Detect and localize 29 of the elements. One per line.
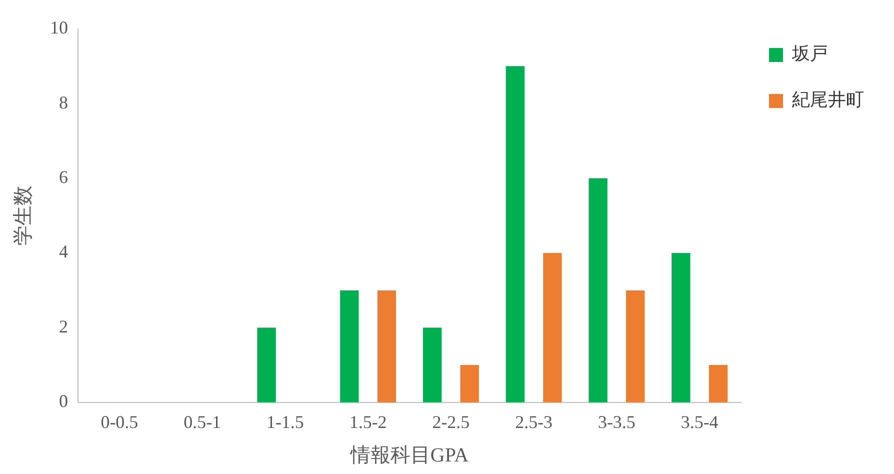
y-tick-label: 2 <box>59 316 68 336</box>
bar <box>672 252 690 402</box>
x-tick-label: 0.5-1 <box>184 412 222 432</box>
y-tick-label: 10 <box>50 18 68 38</box>
bar <box>588 178 608 402</box>
x-tick-label: 3-3.5 <box>598 412 636 432</box>
y-axis-title: 学生数 <box>12 186 34 246</box>
y-tick-label: 8 <box>59 92 68 112</box>
x-tick-label: 3.5-4 <box>680 412 718 432</box>
y-tick-label: 6 <box>59 166 68 187</box>
x-tick-label: 1-1.5 <box>266 412 304 432</box>
bar <box>340 290 359 402</box>
x-tick-label: 2.5-3 <box>515 412 553 432</box>
x-axis-title: 情報科目GPA <box>349 444 470 466</box>
legend-label: 紀尾井町 <box>792 90 864 110</box>
bar <box>257 328 276 402</box>
x-tick-label: 2-2.5 <box>432 412 470 432</box>
bar <box>506 66 524 402</box>
y-tick-label: 0 <box>59 391 68 412</box>
bar <box>377 290 396 402</box>
y-tick-label: 4 <box>59 242 68 262</box>
x-tick-label: 0-0.5 <box>100 412 138 432</box>
bar <box>626 290 645 402</box>
bar <box>708 365 728 402</box>
x-tick-label: 1.5-2 <box>349 412 387 432</box>
legend-label: 坂戸 <box>791 44 828 64</box>
bar <box>422 328 442 402</box>
bar <box>460 365 479 402</box>
bar <box>543 252 562 402</box>
